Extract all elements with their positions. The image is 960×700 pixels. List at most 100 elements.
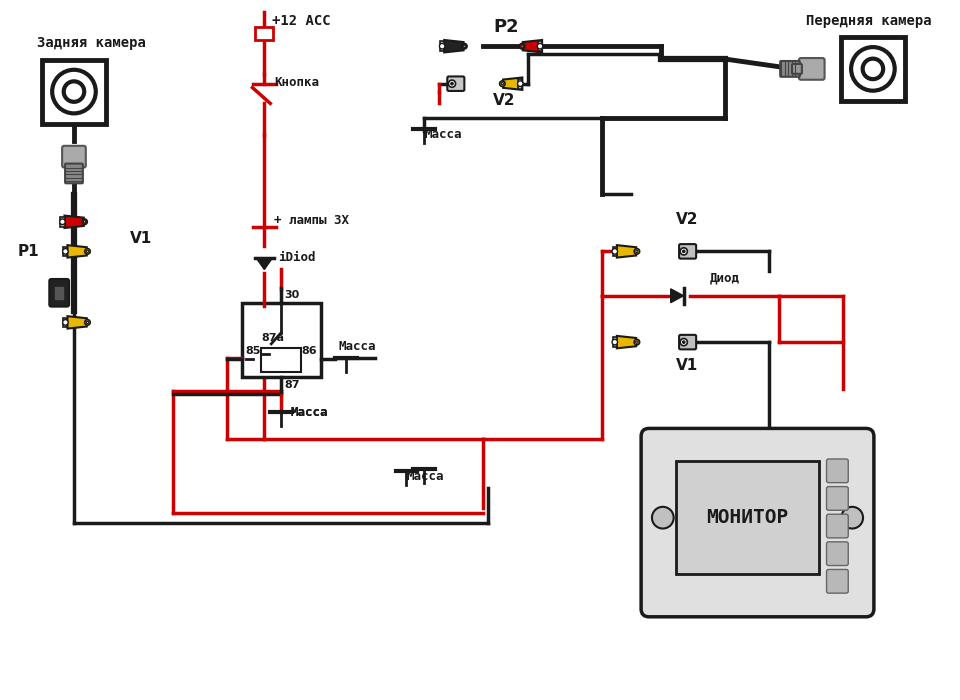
Text: V1: V1 xyxy=(131,232,153,246)
Circle shape xyxy=(82,219,87,225)
Circle shape xyxy=(635,248,639,254)
Text: 85: 85 xyxy=(246,346,261,356)
Circle shape xyxy=(863,59,883,79)
FancyBboxPatch shape xyxy=(49,279,69,307)
Polygon shape xyxy=(256,258,273,270)
Circle shape xyxy=(84,320,90,325)
FancyBboxPatch shape xyxy=(799,58,825,80)
Bar xyxy=(261,347,300,372)
Text: 87a: 87a xyxy=(261,333,284,343)
Text: V2: V2 xyxy=(676,211,698,227)
Circle shape xyxy=(62,248,68,254)
Text: Передняя камера: Передняя камера xyxy=(805,13,931,27)
Bar xyxy=(60,217,64,227)
Text: 86: 86 xyxy=(301,346,317,356)
Polygon shape xyxy=(617,336,636,349)
Circle shape xyxy=(519,43,525,49)
Text: V1: V1 xyxy=(676,358,698,372)
Text: +12 АСС: +12 АСС xyxy=(273,13,331,27)
FancyBboxPatch shape xyxy=(780,61,800,77)
Circle shape xyxy=(521,45,523,48)
Circle shape xyxy=(652,507,674,528)
Text: iDiod: iDiod xyxy=(278,251,316,264)
Bar xyxy=(676,461,819,575)
FancyBboxPatch shape xyxy=(447,76,465,91)
Circle shape xyxy=(852,47,895,91)
Circle shape xyxy=(440,43,444,49)
Bar xyxy=(841,37,905,101)
Text: Масса: Масса xyxy=(424,128,462,141)
Bar xyxy=(56,287,63,299)
Bar xyxy=(538,41,542,51)
Bar xyxy=(612,246,617,256)
FancyBboxPatch shape xyxy=(827,459,849,483)
Polygon shape xyxy=(617,245,636,258)
FancyBboxPatch shape xyxy=(827,570,849,593)
Circle shape xyxy=(683,250,685,253)
Circle shape xyxy=(501,83,503,85)
Text: P2: P2 xyxy=(493,18,518,36)
Circle shape xyxy=(86,321,88,323)
Circle shape xyxy=(499,81,505,87)
Bar xyxy=(255,27,274,41)
FancyBboxPatch shape xyxy=(679,335,696,349)
FancyBboxPatch shape xyxy=(827,514,849,538)
Circle shape xyxy=(60,219,65,225)
Text: + лампы 3Х: + лампы 3Х xyxy=(275,214,349,227)
Polygon shape xyxy=(503,78,522,90)
Text: V2: V2 xyxy=(493,93,516,108)
Text: Задняя камера: Задняя камера xyxy=(37,36,146,50)
Bar xyxy=(242,303,321,377)
FancyBboxPatch shape xyxy=(65,164,83,183)
Circle shape xyxy=(681,339,687,346)
Text: Масса: Масса xyxy=(406,470,444,483)
Bar xyxy=(440,41,444,51)
Bar xyxy=(518,79,522,88)
Polygon shape xyxy=(671,289,684,302)
Polygon shape xyxy=(523,40,542,52)
Circle shape xyxy=(463,45,466,48)
FancyBboxPatch shape xyxy=(792,64,802,74)
FancyBboxPatch shape xyxy=(679,244,696,258)
Circle shape xyxy=(636,251,638,253)
Circle shape xyxy=(612,248,617,254)
FancyBboxPatch shape xyxy=(827,542,849,566)
Circle shape xyxy=(84,220,85,223)
Circle shape xyxy=(86,251,88,253)
Circle shape xyxy=(52,70,96,113)
Text: Диод: Диод xyxy=(710,271,740,284)
Text: Кнопка: Кнопка xyxy=(275,76,320,89)
Circle shape xyxy=(612,340,617,345)
Circle shape xyxy=(84,248,90,254)
Text: P1: P1 xyxy=(17,244,39,259)
Circle shape xyxy=(450,83,453,85)
Text: 30: 30 xyxy=(284,290,300,300)
Text: Масса: Масса xyxy=(291,406,328,419)
Polygon shape xyxy=(67,245,86,258)
Polygon shape xyxy=(67,316,86,328)
Circle shape xyxy=(462,43,467,49)
Circle shape xyxy=(635,340,639,345)
FancyBboxPatch shape xyxy=(827,486,849,510)
Text: МОНИТОР: МОНИТОР xyxy=(707,508,789,527)
Circle shape xyxy=(448,80,456,88)
Polygon shape xyxy=(444,40,464,52)
Circle shape xyxy=(841,507,863,528)
Text: Масса: Масса xyxy=(291,406,328,419)
Text: Масса: Масса xyxy=(338,340,375,353)
Circle shape xyxy=(62,320,68,325)
Circle shape xyxy=(636,341,638,343)
Circle shape xyxy=(681,248,687,255)
Text: 87: 87 xyxy=(284,380,300,390)
Polygon shape xyxy=(64,216,84,228)
Circle shape xyxy=(538,43,542,49)
Bar xyxy=(63,318,67,327)
Circle shape xyxy=(683,341,685,344)
Circle shape xyxy=(63,81,84,102)
FancyBboxPatch shape xyxy=(62,146,85,167)
Bar xyxy=(63,246,67,256)
FancyBboxPatch shape xyxy=(641,428,874,617)
Bar xyxy=(612,337,617,347)
Bar xyxy=(42,60,106,124)
Circle shape xyxy=(517,81,523,87)
